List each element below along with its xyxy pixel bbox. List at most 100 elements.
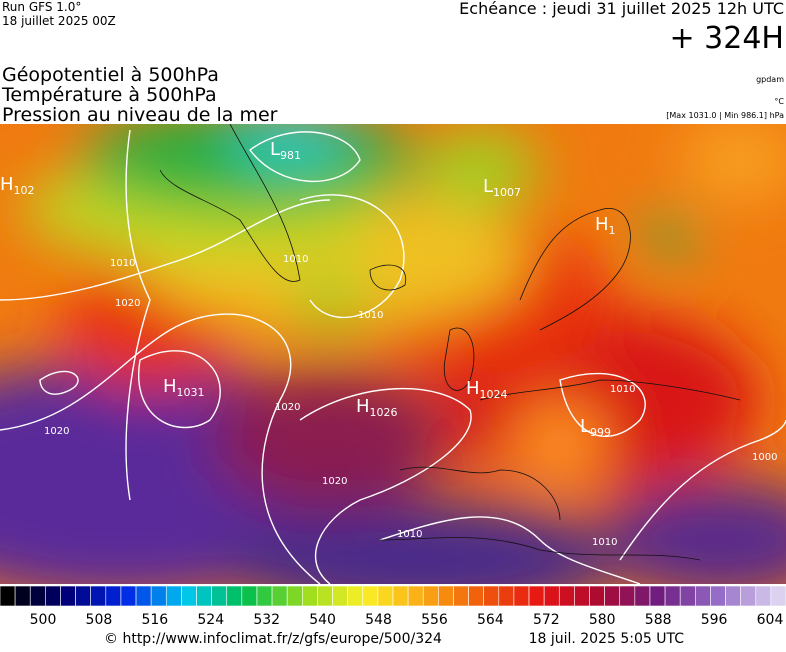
scale-swatch [649,585,666,607]
scale-swatch [377,585,394,607]
center-value: 102 [14,184,35,197]
center-letter: L [270,139,280,160]
scale-swatch [256,585,273,607]
scale-swatch [332,585,348,607]
center-value: 999 [590,426,611,439]
pressure-center: L981 [270,139,301,162]
isobar-label: 1010 [592,537,617,548]
run-label: Run GFS 1.0° [2,0,81,14]
isobar-label: 1010 [358,310,383,321]
unit-label: °C [774,97,784,106]
scale-swatch [120,585,137,607]
map-title: Pression au niveau de la mer [2,104,278,126]
run-date: 18 juillet 2025 00Z [2,14,116,28]
isobar-label: 1020 [275,402,300,413]
center-value: 1007 [493,186,521,199]
center-letter: H [0,174,14,195]
scale-swatch [453,585,469,607]
scale-swatch [695,585,711,607]
isobar-label: 1010 [397,529,422,540]
scale-swatch [362,585,379,607]
center-letter: L [580,416,590,437]
scale-swatch [60,585,76,607]
scale-swatch [226,585,243,607]
isobar-label: 1020 [322,476,347,487]
center-value: 981 [280,149,301,162]
scale-label: 524 [197,612,224,628]
center-value: 1 [609,224,616,237]
scale-label: 604 [757,612,784,628]
scale-swatch [241,585,258,607]
scale-label: 580 [589,612,616,628]
scale-label: 540 [309,612,336,628]
center-letter: H [163,376,177,397]
pressure-center: H1026 [356,396,398,419]
scale-swatch [29,585,46,607]
scale-swatch [90,585,107,607]
scale-label: 500 [30,612,57,628]
scale-swatch [589,585,605,607]
isobar-label: 1020 [44,426,69,437]
map: L981L1007H102H1H1031H1026H1024L999101010… [0,124,786,584]
scale-label: 564 [477,612,504,628]
scale-label: 596 [701,612,728,628]
scale-swatch [75,585,91,607]
scale-swatch [483,585,500,607]
scale-swatch [543,585,560,607]
scale-swatch [634,585,651,607]
scale-swatch [14,585,31,607]
scale-swatch [165,585,182,607]
scale-swatch [604,585,621,607]
scale-swatch [317,585,333,607]
isobar-label: 1020 [115,298,140,309]
scale-label: 532 [253,612,280,628]
scale-swatch [407,585,424,607]
pressure-center: H102 [0,174,35,197]
scale-swatch [422,585,439,607]
scale-swatch [770,585,786,607]
coastlines [159,124,741,561]
scale-swatch [513,585,530,607]
scale-swatch [725,585,741,607]
pressure-center: H1024 [466,378,508,401]
scale-swatch [271,585,288,607]
pressure-center: H1031 [163,376,205,399]
map-title: Géopotentiel à 500hPa [2,64,219,86]
scale-swatch [392,585,409,607]
scale-swatch [528,585,545,607]
scale-swatch [468,585,484,607]
scale-label: 516 [141,612,168,628]
scale-swatch [211,585,228,607]
center-value: 1031 [177,386,205,399]
center-letter: H [595,214,609,235]
center-letter: L [483,176,493,197]
scale-label: 588 [645,612,672,628]
isobars [0,129,786,584]
isobar-label: 1010 [110,258,135,269]
scale-swatch [740,585,757,607]
scale-swatch [347,585,364,607]
pressure-center: L1007 [483,176,521,199]
scale-swatch [498,585,515,607]
scale-swatch [710,585,726,607]
scale-swatch [558,585,575,607]
timestamp: 18 juil. 2025 5:05 UTC [529,631,685,647]
source: © http://www.infoclimat.fr/z/gfs/europe/… [104,631,442,647]
scale-swatch [135,585,152,607]
scale-swatch [45,585,61,607]
center-value: 1024 [480,388,508,401]
scale-swatch [181,585,197,607]
isobar-label: 1000 [752,452,777,463]
scale-label: 572 [533,612,560,628]
pressure-center: H1 [595,214,616,237]
center-value: 1026 [370,406,398,419]
scale-swatch [679,585,696,607]
scale-swatch [755,585,772,607]
map-title: Température à 500hPa [1,84,217,106]
unit-label: [Max 1031.0 | Min 986.1] hPa [666,111,784,120]
pressure-center: L999 [580,416,611,439]
scale-swatch [286,585,303,607]
scale-swatch [664,585,681,607]
center-letter: H [356,396,370,417]
